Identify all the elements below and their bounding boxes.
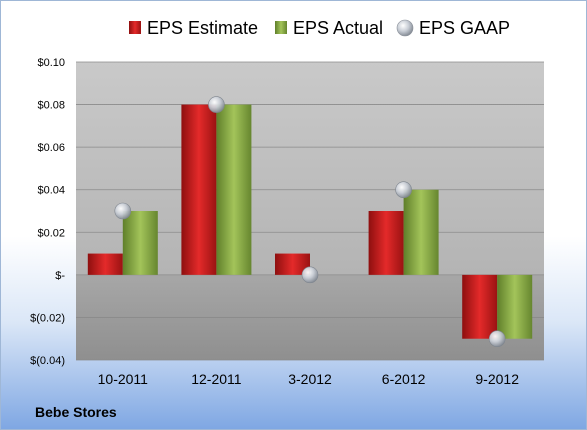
y-tick-label: $0.10 bbox=[37, 57, 65, 69]
x-category-label: 6-2012 bbox=[382, 371, 426, 387]
bar-eps-estimate bbox=[181, 104, 217, 275]
bar-eps-actual bbox=[216, 104, 252, 275]
y-tick-label: $0.08 bbox=[37, 100, 65, 112]
bar-eps-estimate bbox=[275, 253, 310, 275]
legend-item-gaap: EPS GAAP bbox=[396, 18, 510, 38]
x-category-label: 12-2011 bbox=[191, 371, 242, 387]
legend-label-estimate: EPS Estimate bbox=[147, 18, 258, 38]
plot-area: $0.10 $0.08 $0.06 $0.04 $0.02 $- $(0.02) $(0.04… bbox=[30, 57, 544, 387]
y-tick-label: $(0.02) bbox=[30, 312, 65, 324]
x-category-label: 3-2012 bbox=[288, 371, 332, 387]
legend-swatch-actual bbox=[275, 21, 287, 34]
bar-eps-actual bbox=[497, 274, 533, 339]
x-category-label: 10-2011 bbox=[98, 371, 149, 387]
bar-eps-actual bbox=[403, 189, 439, 275]
y-tick-label: $0.02 bbox=[37, 227, 65, 239]
x-category-label: 9-2012 bbox=[475, 371, 519, 387]
marker-eps-gaap bbox=[488, 330, 506, 348]
y-tick-label: $0.04 bbox=[37, 185, 65, 197]
marker-eps-gaap bbox=[301, 266, 319, 284]
legend-marker-gaap bbox=[396, 19, 414, 37]
y-tick-label: $0.06 bbox=[37, 142, 65, 154]
bar-eps-estimate bbox=[87, 253, 123, 275]
y-tick-label: $- bbox=[55, 270, 65, 282]
legend-label-actual: EPS Actual bbox=[293, 18, 383, 38]
bar-eps-estimate bbox=[368, 211, 404, 275]
marker-eps-gaap bbox=[114, 202, 132, 220]
y-tick-label: $(0.04) bbox=[30, 355, 65, 367]
bar-eps-estimate bbox=[462, 274, 498, 339]
legend-item-actual: EPS Actual bbox=[275, 18, 383, 38]
marker-eps-gaap bbox=[208, 96, 225, 113]
legend: EPS Estimate EPS Actual EPS GAAP bbox=[129, 18, 510, 38]
bar-eps-actual bbox=[122, 211, 158, 275]
legend-label-gaap: EPS GAAP bbox=[419, 18, 510, 38]
legend-swatch-estimate bbox=[129, 21, 141, 34]
legend-item-estimate: EPS Estimate bbox=[129, 18, 258, 38]
marker-eps-gaap bbox=[395, 181, 412, 199]
company-label: Bebe Stores bbox=[35, 404, 117, 420]
